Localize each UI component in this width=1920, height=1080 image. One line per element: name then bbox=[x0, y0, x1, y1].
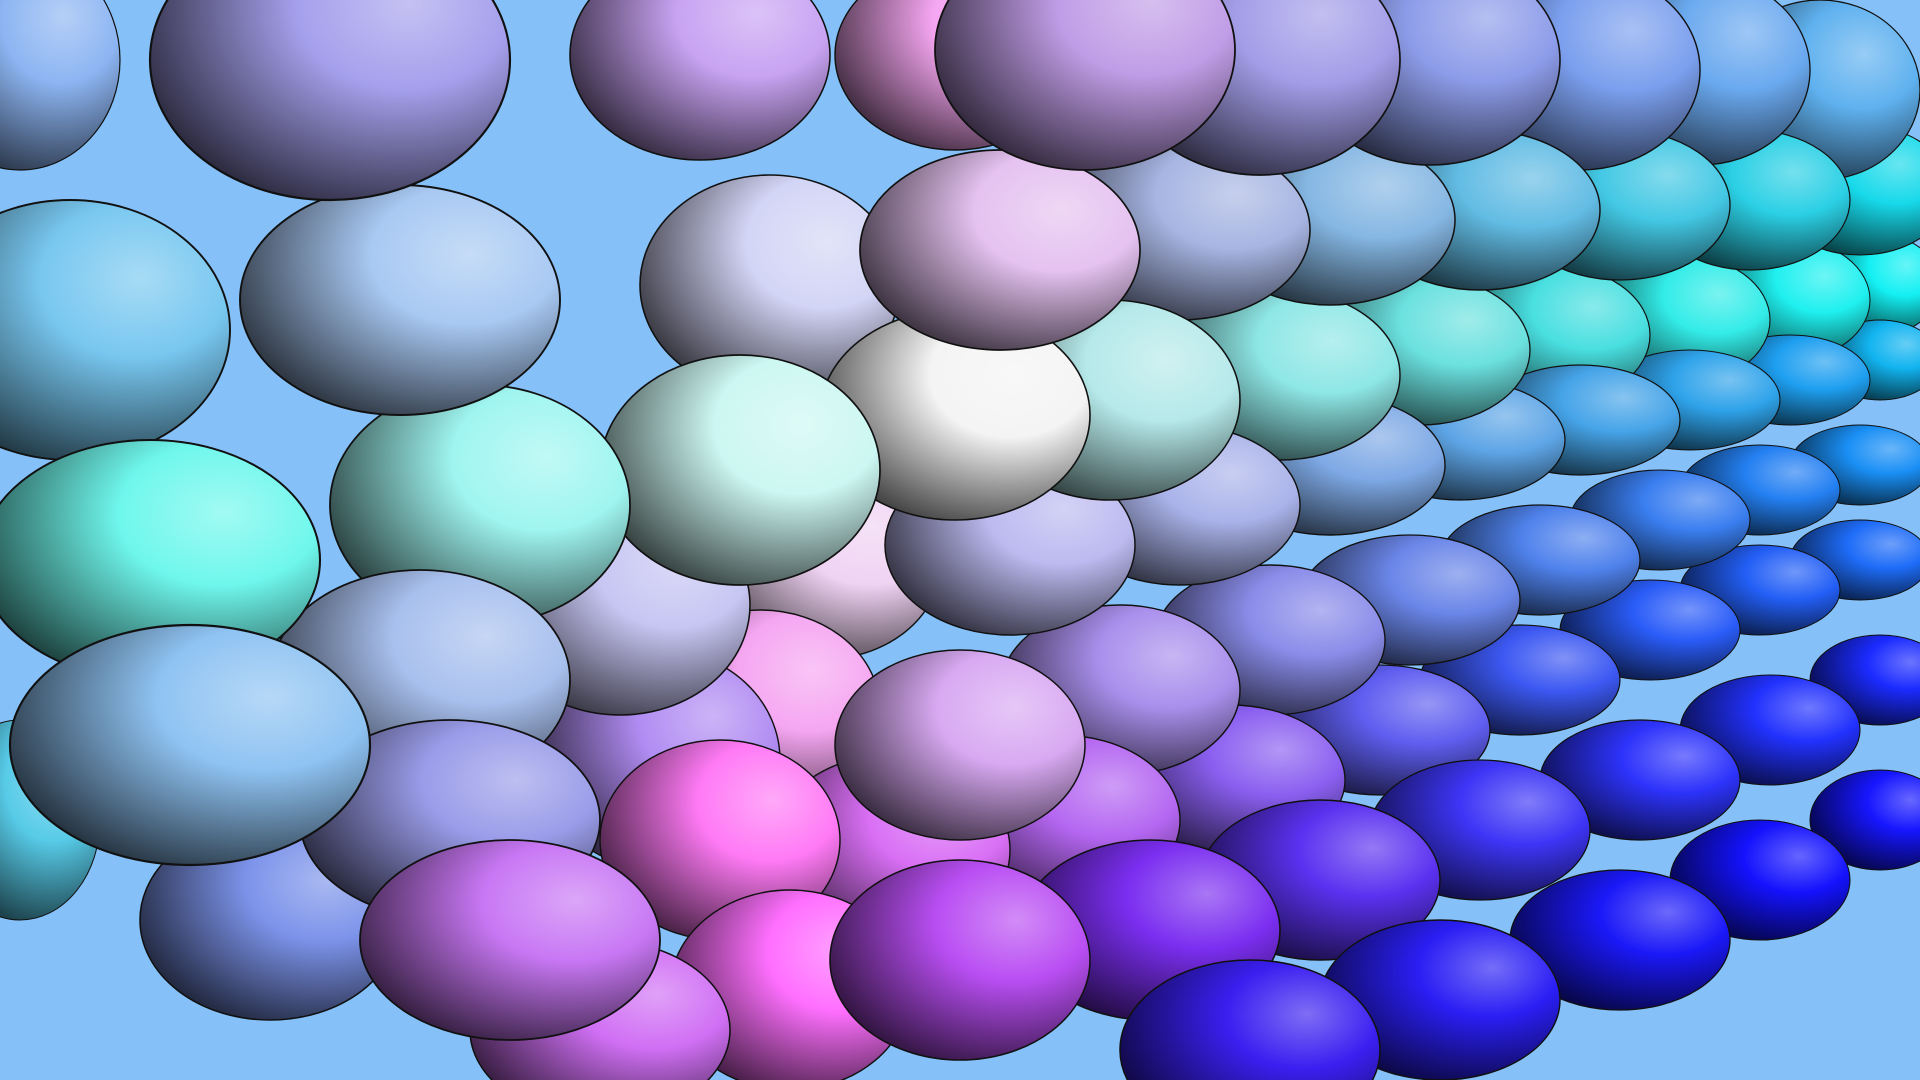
sphere-55 bbox=[834, 649, 1086, 841]
sphere-57 bbox=[569, 0, 831, 161]
sphere-69 bbox=[859, 149, 1141, 351]
sphere-80 bbox=[8, 623, 372, 867]
sphere-6 bbox=[1809, 769, 1920, 871]
sphere-71 bbox=[934, 0, 1236, 171]
sphere-75 bbox=[359, 839, 661, 1041]
sphere-20 bbox=[0, 0, 121, 171]
sphere-66 bbox=[1119, 959, 1381, 1080]
sphere-79 bbox=[148, 0, 512, 202]
sphere-76 bbox=[239, 184, 561, 416]
sphere-70 bbox=[599, 354, 881, 586]
sphere-64 bbox=[829, 859, 1091, 1061]
